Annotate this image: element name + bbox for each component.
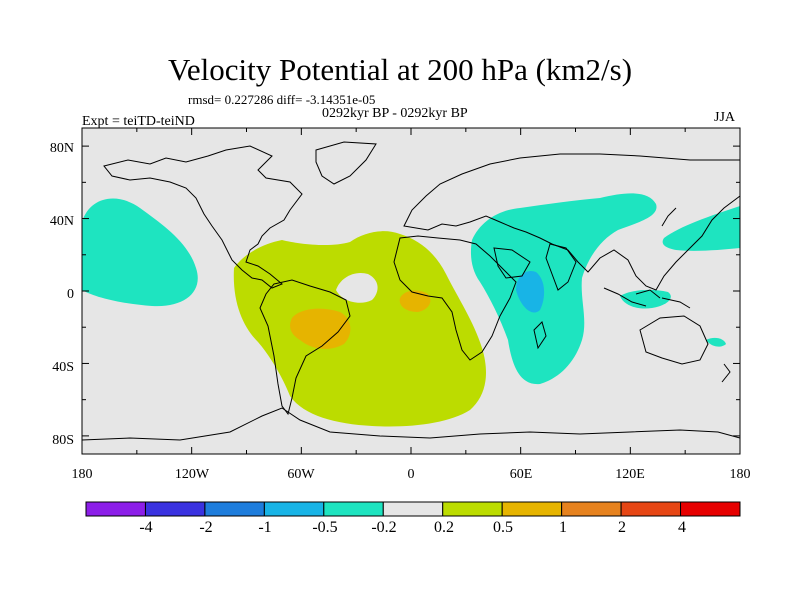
colorbar-label: -2 <box>199 519 213 536</box>
experiment-label: Expt = teiTD-teiND <box>82 114 195 129</box>
coastline-madagascar <box>533 321 547 350</box>
colorbar <box>85 501 741 517</box>
colorbar-label: 0.5 <box>493 519 513 536</box>
colorbar-swatch <box>501 501 563 517</box>
contour-pacific-negative <box>82 198 198 307</box>
season-label: JJA <box>714 110 736 125</box>
stats-text: rmsd= 0.227286 diff= -3.14351e-05 <box>188 92 376 107</box>
colorbar-swatch <box>204 501 265 517</box>
lat-label-80s: 80S <box>52 433 74 448</box>
contour-westpac-negative <box>662 206 740 251</box>
lon-label-60w: 60W <box>287 467 315 482</box>
coastline-arabia <box>493 247 531 279</box>
coastline-eurasia <box>403 153 740 291</box>
lon-label-0: 0 <box>407 467 415 482</box>
colorbar-swatch <box>323 501 384 517</box>
chart-title: Velocity Potential at 200 hPa (km2/s) <box>167 52 633 87</box>
lon-label-120w: 120W <box>174 467 210 482</box>
lat-label-equator: 0 <box>67 287 74 302</box>
period-text: 0292kyr BP - 0292kyr BP <box>322 106 468 121</box>
colorbar-swatch <box>561 501 622 517</box>
coastline-new-zealand <box>721 363 731 383</box>
lon-label-180e: 180 <box>729 467 751 482</box>
colorbar-label: -0.5 <box>312 519 338 536</box>
lat-label-40s: 40S <box>52 360 74 375</box>
colorbar-label: 1 <box>559 519 567 536</box>
colorbar-label: 2 <box>618 519 626 536</box>
contour-maritime-negative <box>620 289 671 309</box>
coastline-antarctica <box>82 407 740 441</box>
colorbar-label: -1 <box>258 519 272 536</box>
colorbar-swatch <box>263 501 325 517</box>
contour-neutral-hole <box>336 272 378 303</box>
lon-label-180w: 180 <box>71 467 93 482</box>
contour-indian-core <box>516 270 545 313</box>
colorbar-swatch <box>620 501 682 517</box>
lat-label-40n: 40N <box>49 214 74 229</box>
colorbar-swatch <box>680 501 741 517</box>
contour-fills <box>82 193 740 427</box>
colorbar-swatch <box>144 501 206 517</box>
coastline-north-america <box>103 145 303 289</box>
coastline-australia <box>639 315 709 365</box>
contour-atlantic-core <box>399 290 431 312</box>
lat-label-80n: 80N <box>49 141 74 156</box>
contour-australia-negative <box>706 337 726 347</box>
colorbar-swatch <box>442 501 503 517</box>
coastline-indonesia <box>603 287 691 309</box>
colorbar-swatch <box>382 501 444 517</box>
contour-southamerica-positive <box>290 308 351 349</box>
coastline-africa <box>393 235 517 361</box>
colorbar-label: 4 <box>678 519 686 536</box>
coastline-india <box>545 243 577 291</box>
coastlines <box>82 141 740 441</box>
axis-ticks <box>81 128 741 454</box>
colorbar-swatch <box>85 501 146 517</box>
coastline-greenland <box>315 141 377 185</box>
colorbar-label: -0.2 <box>371 519 397 536</box>
contour-atlantic-positive <box>233 231 486 427</box>
coastline-south-america <box>259 279 351 416</box>
lon-label-60e: 60E <box>509 467 533 482</box>
contour-indian-negative <box>470 193 657 385</box>
colorbar-label: 0.2 <box>434 519 454 536</box>
lon-label-120e: 120E <box>615 467 645 482</box>
colorbar-label: -4 <box>139 519 153 536</box>
coastline-japan <box>661 207 677 227</box>
